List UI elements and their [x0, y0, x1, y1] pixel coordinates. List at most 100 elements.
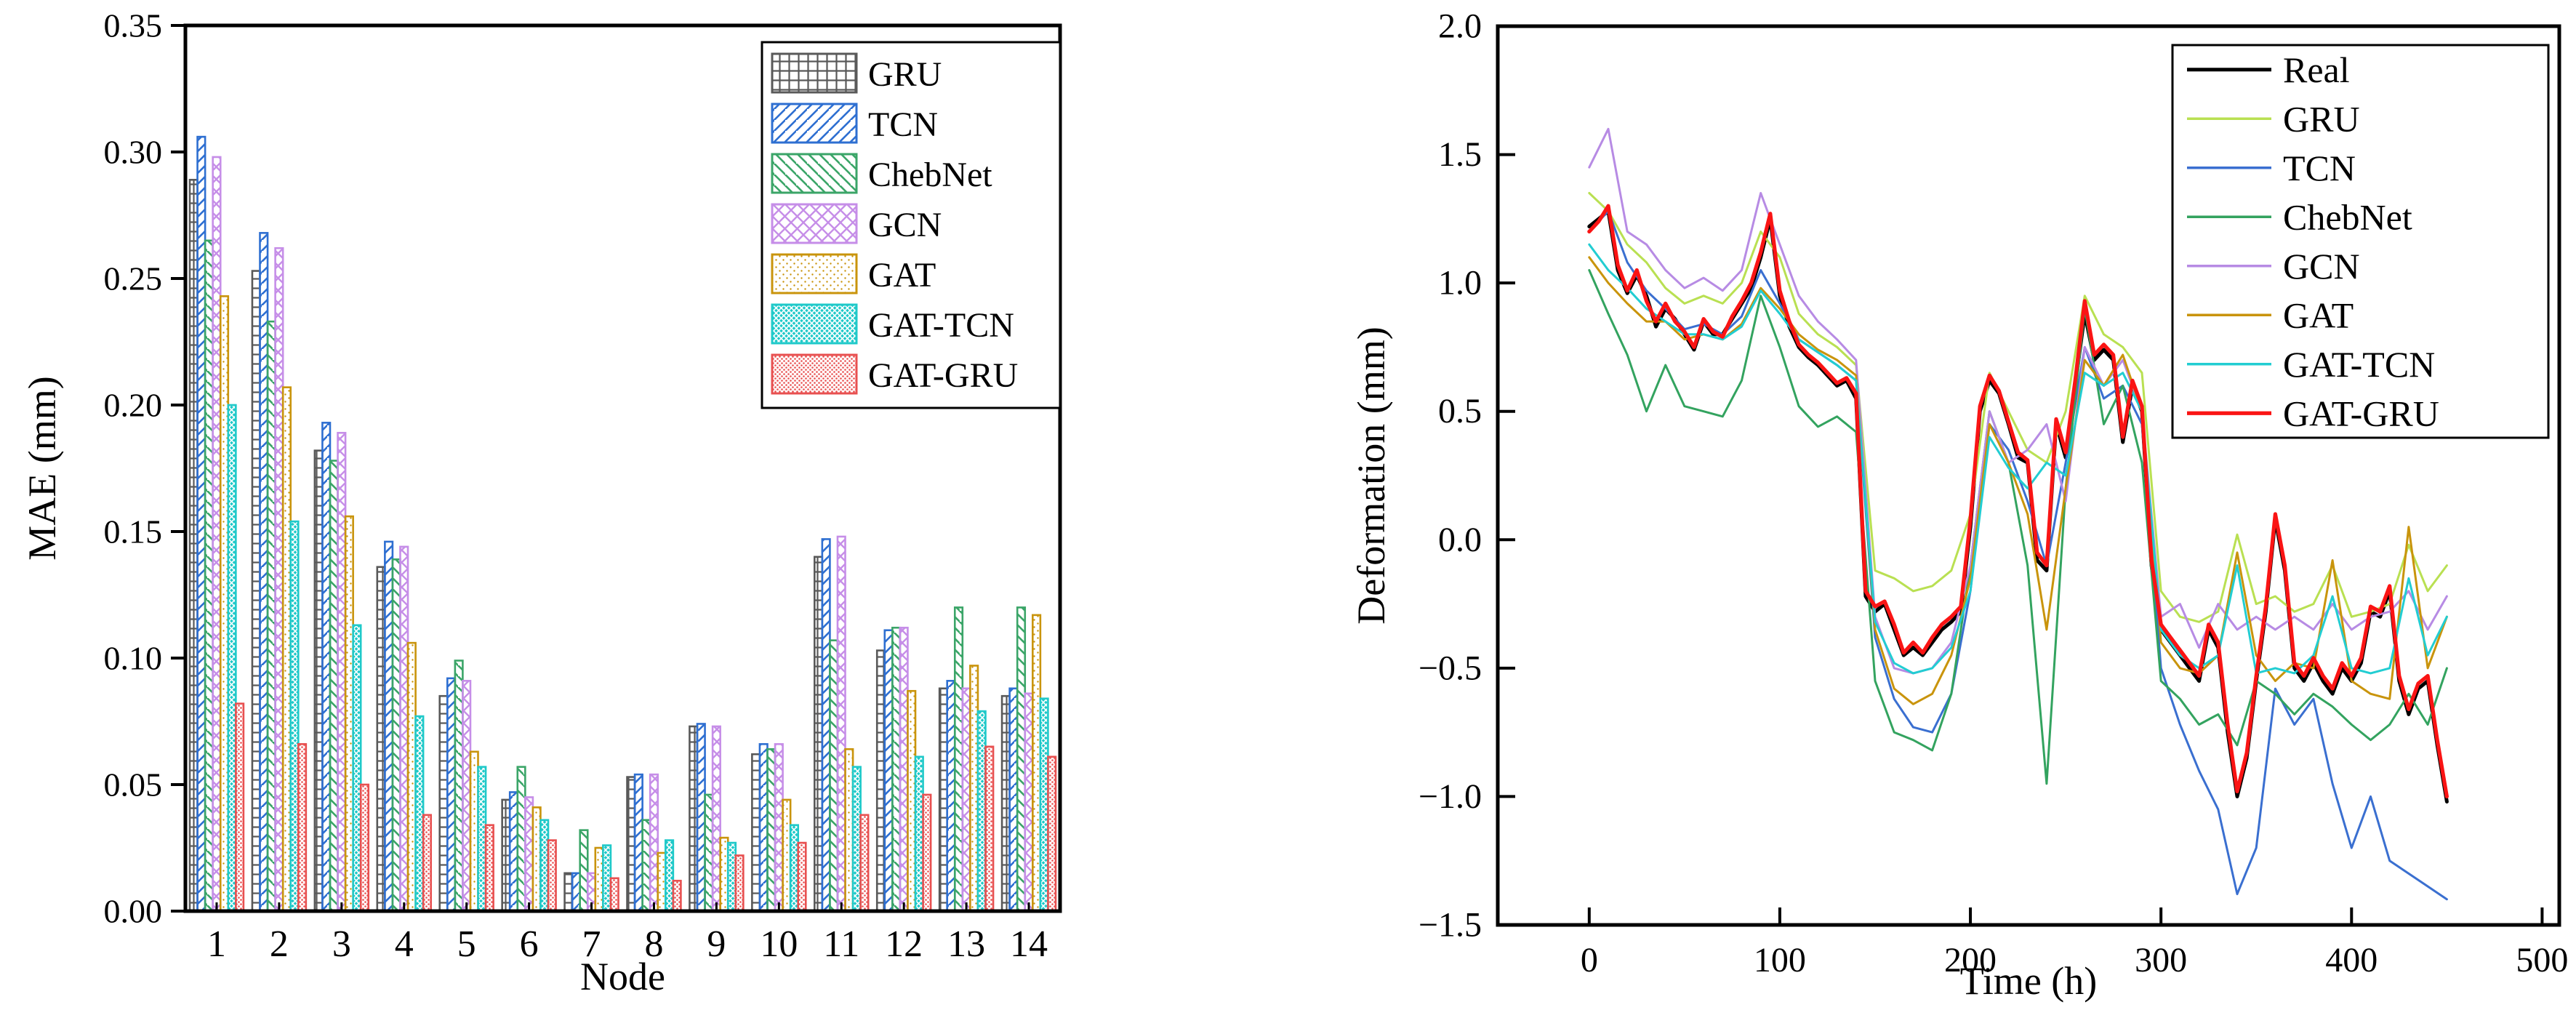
bar-TCN-node-5: [446, 677, 457, 913]
bar-ChebNet-node-2: [266, 320, 276, 913]
bar-GAT-GRU-node-10: [797, 841, 807, 913]
bar-GRU-node-7: [563, 872, 574, 913]
bar-GAT-GRU-node-5: [484, 824, 494, 913]
bar-ytick-label: 0.35: [104, 7, 163, 44]
bar-GRU-node-2: [251, 270, 261, 913]
bar-ytick-label: 0.20: [104, 387, 163, 424]
bar-GRU-node-3: [313, 449, 324, 913]
bar-ChebNet-node-3: [329, 460, 339, 913]
bar-GAT-node-9: [719, 836, 729, 913]
bar-xtick-label: 4: [395, 923, 414, 965]
bar-GRU-node-1: [188, 178, 198, 913]
bar-xtick-label: 1: [207, 923, 226, 965]
bar-GRU-node-8: [626, 776, 636, 913]
bar-GAT-node-4: [406, 641, 417, 913]
legend-swatch-GAT-TCN: [771, 303, 858, 345]
bar-GCN-node-10: [774, 743, 784, 913]
bar-yaxis-title: MAE (mm): [20, 376, 64, 561]
bar-TCN-node-11: [821, 538, 831, 913]
line-xtick-label: 200: [1944, 941, 1997, 979]
bar-xtick-label: 6: [520, 923, 539, 965]
line-ytick-label: −1.5: [1419, 906, 1482, 945]
legend-label-Real: Real: [2283, 49, 2350, 90]
bar-ytick-label: 0.15: [104, 513, 163, 550]
bar-GAT-TCN-node-14: [1039, 697, 1049, 913]
bar-ytick-label: 0.30: [104, 134, 163, 171]
bar-GRU-node-14: [1000, 694, 1011, 913]
deformation-line-chart: 2.0 1.5 1.0 0.5 0.0 −0.5 −1.0 −1.5 0 100 200 300 400…: [1419, 7, 2568, 980]
bar-TCN-node-4: [384, 540, 394, 913]
bar-GAT-GRU-node-6: [547, 839, 557, 913]
bar-GCN-node-8: [649, 773, 659, 913]
bar-GCN-node-12: [899, 626, 909, 913]
bar-ytick-label: 0.05: [104, 766, 163, 803]
bar-ChebNet-node-12: [891, 626, 902, 913]
legend-label-TCN: TCN: [2283, 148, 2356, 188]
bar-GAT-GRU-node-8: [672, 879, 682, 913]
bar-GCN-node-4: [399, 545, 409, 913]
bar-GCN-node-5: [462, 680, 472, 913]
bar-GRU-node-6: [501, 798, 511, 913]
bar-GAT-node-13: [969, 665, 979, 913]
bar-xtick-label: 7: [582, 923, 601, 965]
line-legend: Real GRU TCN ChebNet GCN GAT GAT-TCN GAT-GRU: [2171, 44, 2550, 439]
line-ytick-label: −1.0: [1419, 777, 1482, 816]
bar-GAT-GRU-node-11: [859, 814, 870, 913]
line-xtick-label: 500: [2516, 941, 2568, 979]
bar-plot-area: 0.00 0.05 0.10 0.15 0.20 0.25 0.30 0.35 1 2 3 4 5 6 7 8…: [104, 7, 1062, 965]
legend-swatch-TCN: [771, 103, 858, 144]
bar-TCN-node-13: [946, 680, 956, 913]
series-line-TCN: [1588, 209, 2448, 901]
bar-xtick-label: 2: [270, 923, 289, 965]
bar-GCN-node-1: [212, 156, 222, 913]
bar-ChebNet-node-14: [1016, 606, 1027, 913]
bar-GRU-node-11: [814, 556, 824, 913]
bar-TCN-node-12: [883, 629, 894, 913]
bar-GAT-GRU-node-9: [734, 854, 745, 913]
legend-label-ChebNet: ChebNet: [868, 156, 992, 194]
bar-ytick-label: 0.25: [104, 260, 163, 297]
line-xtick-label: 0: [1581, 941, 1598, 979]
legend-label-TCN: TCN: [868, 105, 938, 144]
bar-axes-frame: [183, 23, 1062, 913]
bar-xtick-label: 8: [644, 923, 663, 965]
bar-ChebNet-node-4: [391, 558, 401, 913]
bar-GAT-TCN-node-5: [477, 766, 487, 913]
bar-TCN-node-2: [259, 232, 269, 913]
bar-ChebNet-node-13: [953, 606, 964, 913]
legend-label-GAT-GRU: GAT-GRU: [2283, 393, 2439, 433]
bar-ytick-label: 0.00: [104, 893, 163, 930]
bar-GAT-TCN-node-8: [664, 839, 675, 913]
bar-GAT-GRU-node-4: [422, 814, 432, 913]
bar-GCN-node-2: [274, 247, 284, 913]
bar-xtick-label: 3: [332, 923, 351, 965]
line-xtick-label: 100: [1754, 941, 1806, 979]
bar-GAT-node-8: [657, 851, 667, 913]
bar-xtick-label: 11: [823, 923, 859, 965]
bar-GRU-node-9: [689, 725, 699, 913]
bar-GAT-node-1: [219, 295, 230, 913]
bar-GAT-GRU-node-14: [1047, 756, 1057, 913]
line-ytick-label: −0.5: [1419, 649, 1482, 687]
bar-GAT-node-12: [907, 689, 917, 913]
bar-GCN-node-11: [836, 535, 846, 913]
bar-GAT-TCN-node-3: [352, 624, 362, 913]
bar-GAT-GRU-node-3: [359, 783, 370, 913]
bar-GAT-TCN-node-6: [539, 819, 550, 913]
bar-ChebNet-node-9: [704, 793, 714, 913]
line-ytick-label: 1.5: [1438, 135, 1482, 174]
bar-GRU-node-12: [875, 649, 886, 913]
legend-swatch-GRU: [771, 52, 858, 94]
bar-xtick-label: 5: [457, 923, 476, 965]
bar-TCN-node-6: [508, 791, 519, 913]
bar-ytick-label: 0.10: [104, 640, 163, 677]
bar-GAT-node-3: [344, 515, 354, 913]
bar-ChebNet-node-1: [204, 239, 214, 913]
line-xtick-label: 400: [2325, 941, 2378, 979]
legend-label-GAT-GRU: GAT-GRU: [868, 356, 1018, 395]
bar-GRU-node-10: [751, 753, 761, 913]
bar-GAT-TCN-node-7: [602, 844, 612, 913]
bar-TCN-node-1: [196, 135, 206, 913]
bar-xtick-label: 14: [1010, 923, 1048, 965]
